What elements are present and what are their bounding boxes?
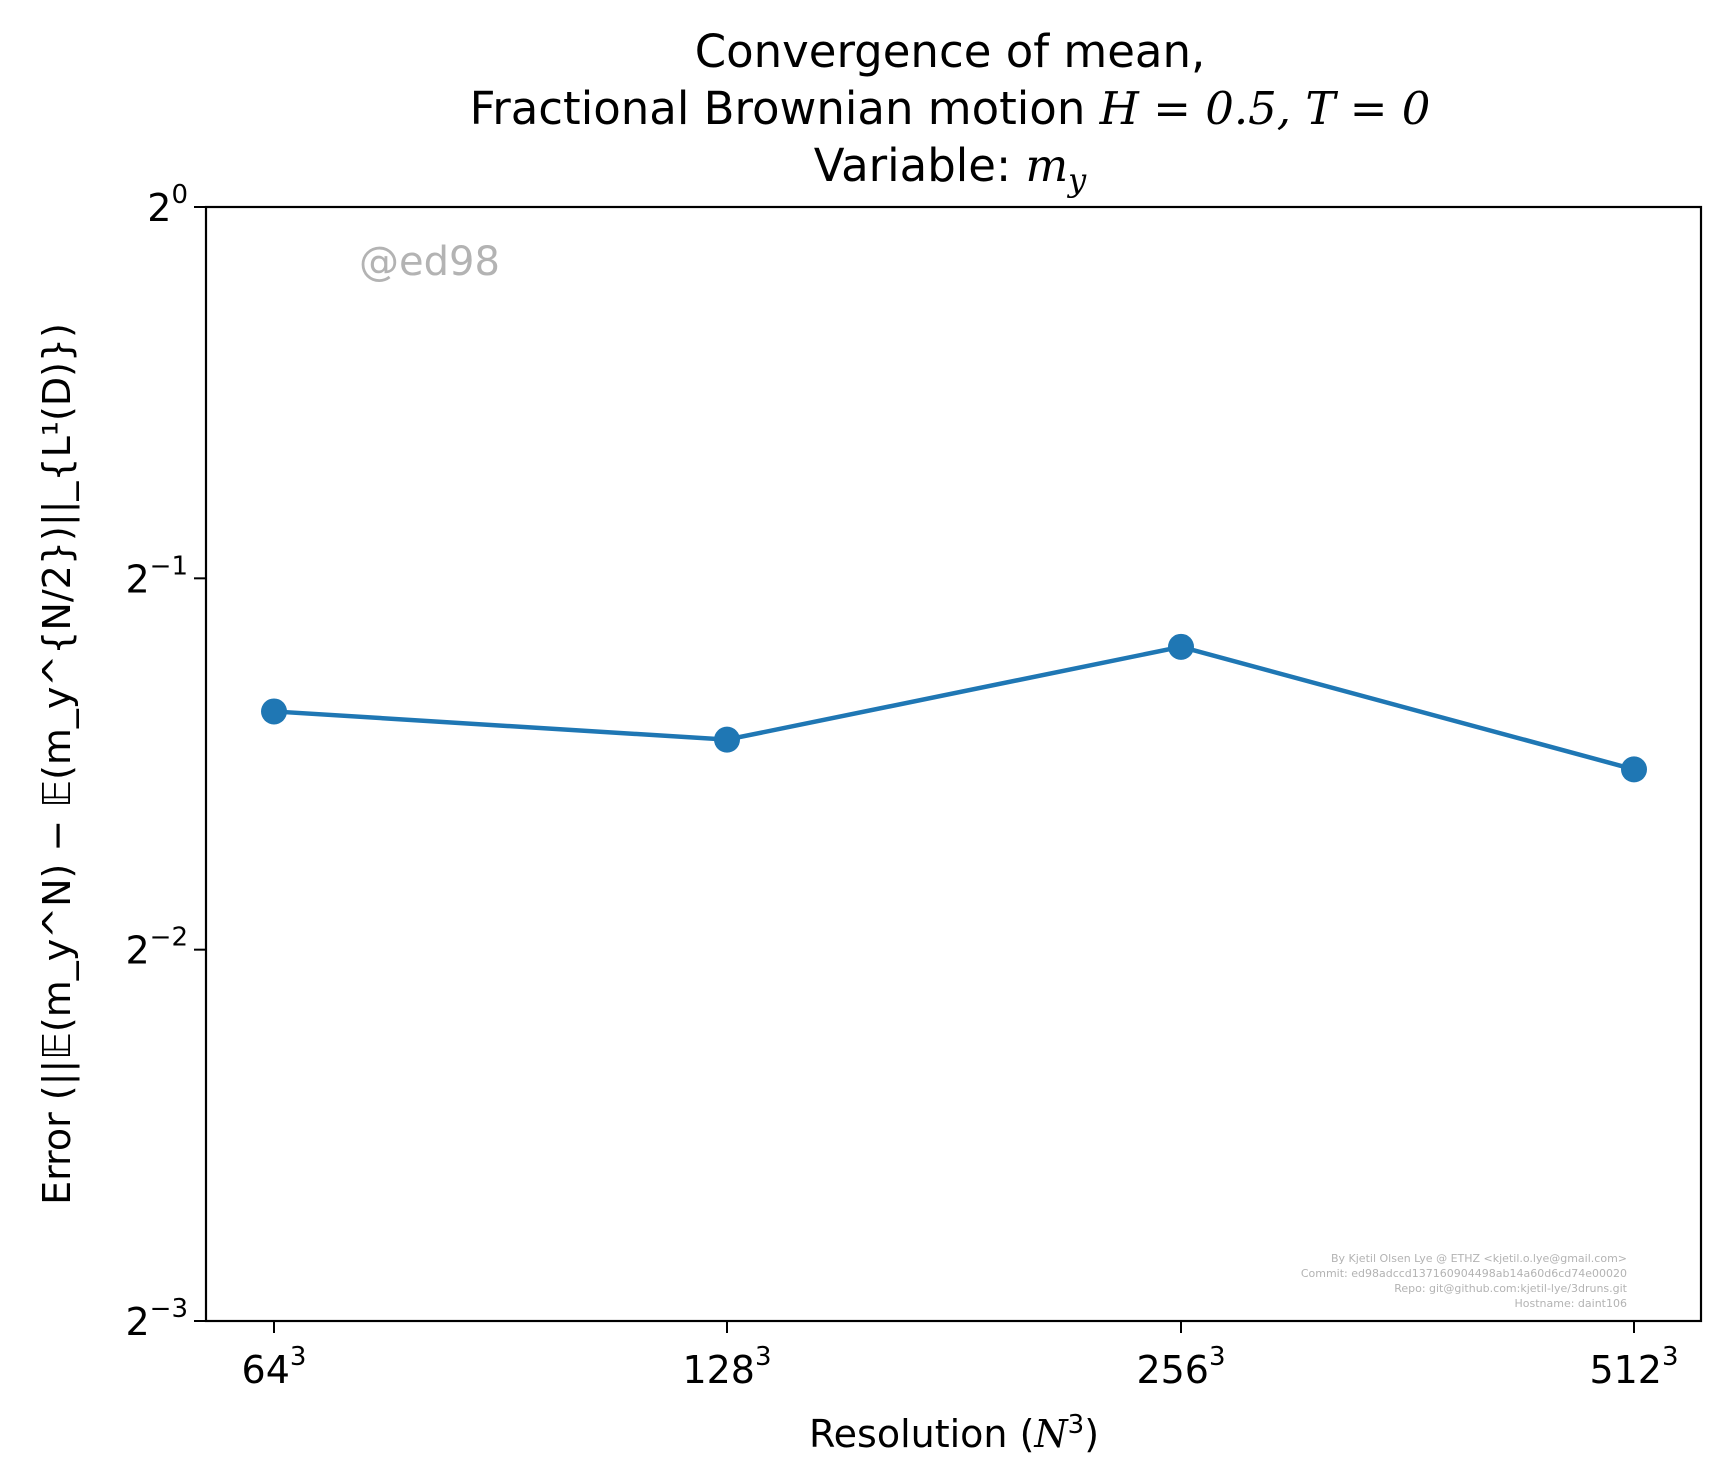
data-point: [1168, 633, 1194, 660]
x-axis-label: Resolution (N3): [809, 1410, 1099, 1456]
data-point: [1621, 756, 1647, 783]
chart-title-line-3-text: Variable:: [814, 139, 1026, 192]
y-tick-label: 2−3: [125, 1294, 188, 1344]
credit-block: By Kjetil Olsen Lye @ ETHZ <kjetil.o.lye…: [1301, 1252, 1628, 1310]
watermark: @ed98: [359, 239, 500, 285]
chart-title-line-2-math: H = 0.5, T = 0: [1099, 82, 1431, 135]
data-point: [714, 726, 740, 753]
data-point: [261, 698, 287, 725]
credit-line: By Kjetil Olsen Lye @ ETHZ <kjetil.o.lye…: [1331, 1252, 1627, 1265]
credit-line: Repo: git@github.com:kjetil-lye/3druns.g…: [1394, 1282, 1627, 1295]
y-tick-label: 2−2: [125, 923, 188, 973]
y-axis: 20 2−1 2−2 2−3: [125, 180, 206, 1344]
x-axis-label-prefix: Resolution (: [809, 1412, 1034, 1456]
credit-line: Commit: ed98adccd137160904498ab14a60d6cd…: [1301, 1267, 1627, 1280]
x-axis-label-math: N: [1033, 1412, 1069, 1456]
x-tick-label: 2563: [1136, 1342, 1225, 1392]
x-axis-label-sup: 3: [1068, 1410, 1085, 1440]
plot-frame: [204, 205, 1703, 1323]
chart-title-line-2-text: Fractional Brownian motion: [470, 82, 1100, 135]
x-axis-label-suffix: ): [1084, 1412, 1099, 1456]
chart-title-line-2: Fractional Brownian motion H = 0.5, T = …: [470, 82, 1431, 135]
chart-title-line-1: Convergence of mean,: [695, 25, 1206, 78]
x-axis: 643 1283 2563 5123: [242, 1321, 1679, 1392]
x-tick-label: 5123: [1589, 1342, 1678, 1392]
y-tick-label: 20: [147, 180, 188, 230]
chart-title-line-3-math: m: [1025, 139, 1068, 192]
series-group: [261, 633, 1647, 783]
chart-title-line-3-sub: y: [1066, 161, 1087, 199]
y-axis-label: Error (||𝔼(m_y^N) − 𝔼(m_y^{N/2})||_{L¹(D…: [35, 323, 80, 1205]
y-tick-label: 2−1: [125, 551, 188, 601]
x-tick-label: 1283: [682, 1342, 771, 1392]
credit-line: Hostname: daint106: [1514, 1297, 1627, 1310]
series-line: [273, 644, 1635, 772]
x-tick-label: 643: [242, 1342, 307, 1392]
chart-title-line-3: Variable: my: [814, 139, 1087, 199]
